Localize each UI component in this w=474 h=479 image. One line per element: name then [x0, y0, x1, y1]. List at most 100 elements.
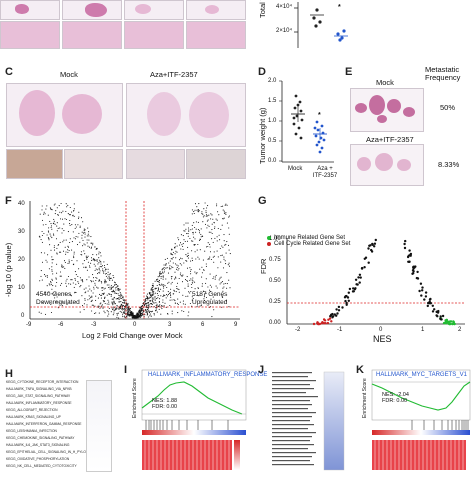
volcano-point: [212, 278, 214, 280]
volcano-point: [182, 243, 184, 245]
volcano-point: [155, 287, 157, 290]
volcano-point: [203, 269, 205, 271]
volcano-point: [108, 284, 110, 286]
volcano-point: [178, 289, 180, 291]
volcano-point: [156, 305, 158, 307]
volcano-point: [88, 276, 90, 278]
volcano-point: [228, 249, 230, 251]
volcano-point: [122, 314, 124, 316]
gene-set-label: HALLMARK_KRAS_SIGNALING_UP: [6, 415, 61, 419]
fdr-point: [320, 322, 323, 325]
volcano-point: [69, 293, 71, 295]
fdr-point: [449, 322, 452, 326]
volcano-point: [63, 266, 65, 268]
volcano-point: [175, 250, 177, 252]
volcano-point: [79, 225, 81, 227]
panel-b-ytick-bottom: 2×10⁴: [276, 28, 293, 34]
volcano-point: [38, 235, 40, 237]
volcano-point: [151, 298, 153, 300]
volcano-point: [214, 276, 217, 278]
histology-tile-a4: [186, 0, 246, 20]
volcano-point: [94, 305, 96, 307]
volcano-point: [152, 290, 154, 292]
panel-g-ytick-0: 1.00: [269, 236, 281, 242]
volcano-point: [93, 286, 95, 288]
volcano-point: [113, 292, 115, 294]
fdr-point: [322, 322, 326, 325]
volcano-point: [170, 268, 172, 270]
volcano-point: [93, 258, 95, 260]
volcano-point: [40, 270, 42, 272]
volcano-point: [110, 288, 112, 290]
volcano-point: [65, 282, 67, 284]
volcano-point: [157, 294, 159, 297]
volcano-point: [139, 316, 141, 318]
volcano-point: [156, 298, 158, 300]
volcano-point: [190, 240, 193, 242]
volcano-point: [177, 298, 179, 300]
volcano-point: [171, 281, 173, 283]
volcano-point: [80, 279, 82, 281]
panel-c-mock-label: Mock: [60, 70, 78, 79]
volcano-point: [89, 296, 92, 298]
volcano-point: [114, 287, 116, 289]
volcano-point: [120, 294, 122, 296]
volcano-point: [40, 252, 42, 254]
volcano-point: [228, 262, 230, 264]
volcano-point: [154, 299, 156, 301]
volcano-point: [56, 230, 58, 232]
volcano-point: [151, 303, 153, 305]
panel-f-ytick-1: 30: [18, 229, 25, 235]
panel-e-mock-freq: 50%: [440, 103, 456, 112]
volcano-point: [66, 206, 68, 208]
volcano-point: [82, 221, 84, 223]
volcano-point: [189, 270, 192, 272]
gene-set-label: KEGG_OXIDATIVE_PHOSPHORYLATION: [6, 457, 70, 461]
volcano-point: [161, 308, 163, 310]
volcano-point: [178, 277, 180, 280]
volcano-point: [194, 238, 196, 240]
fdr-point: [336, 312, 339, 315]
panel-d-ytick-0: 2.0: [268, 78, 277, 84]
histology-tile-a1: [0, 0, 60, 20]
volcano-point: [224, 244, 226, 246]
volcano-point: [48, 227, 50, 229]
volcano-point: [152, 295, 154, 297]
volcano-point: [156, 293, 158, 295]
fdr-point: [323, 319, 327, 322]
volcano-point: [167, 272, 170, 274]
volcano-point: [93, 288, 95, 290]
volcano-point: [62, 250, 65, 252]
volcano-point: [47, 237, 49, 239]
volcano-point: [45, 223, 47, 226]
volcano-point: [104, 282, 106, 284]
volcano-point: [187, 315, 189, 317]
volcano-point: [83, 309, 85, 311]
volcano-point: [109, 278, 111, 280]
volcano-point: [193, 236, 195, 238]
volcano-point: [84, 253, 86, 255]
volcano-point: [168, 281, 170, 283]
volcano-point: [225, 263, 227, 265]
volcano-point: [88, 246, 91, 248]
volcano-point: [102, 299, 104, 302]
volcano-point: [46, 275, 48, 277]
volcano-point: [148, 300, 151, 302]
volcano-point: [216, 236, 218, 238]
volcano-point: [49, 233, 51, 235]
volcano-point: [177, 312, 179, 314]
volcano-point: [180, 234, 182, 236]
volcano-point: [214, 237, 216, 239]
volcano-point: [59, 241, 61, 243]
volcano-point: [157, 281, 159, 283]
volcano-point: [212, 296, 214, 298]
volcano-point: [57, 214, 59, 216]
volcano-point: [205, 263, 207, 265]
volcano-point: [188, 311, 190, 313]
fdr-point: [409, 252, 413, 256]
volcano-point: [113, 281, 116, 283]
volcano-point: [184, 303, 186, 305]
volcano-point: [226, 287, 228, 289]
volcano-point: [177, 303, 179, 306]
volcano-point: [114, 308, 116, 311]
